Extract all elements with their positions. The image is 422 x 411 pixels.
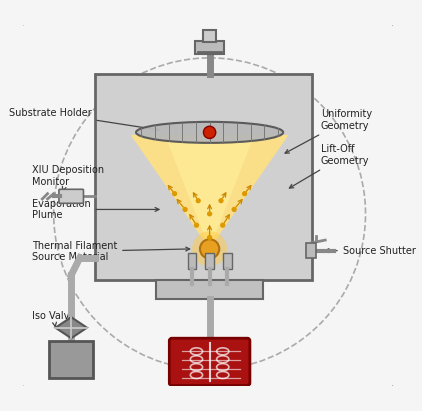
FancyBboxPatch shape bbox=[195, 41, 225, 53]
Circle shape bbox=[172, 191, 177, 196]
Text: Uniformity
Geometry: Uniformity Geometry bbox=[285, 109, 372, 153]
Text: Substrate Holder: Substrate Holder bbox=[8, 108, 159, 131]
Circle shape bbox=[194, 223, 199, 228]
Polygon shape bbox=[55, 317, 87, 338]
Text: Iso Valve: Iso Valve bbox=[32, 311, 75, 327]
Circle shape bbox=[207, 211, 212, 217]
Circle shape bbox=[218, 198, 224, 203]
Circle shape bbox=[195, 198, 201, 203]
Circle shape bbox=[192, 231, 227, 266]
FancyBboxPatch shape bbox=[95, 74, 312, 279]
FancyBboxPatch shape bbox=[203, 30, 216, 42]
Polygon shape bbox=[131, 135, 289, 249]
Text: Lift-Off
Geometry: Lift-Off Geometry bbox=[289, 144, 369, 188]
Text: Filament
Transformer: Filament Transformer bbox=[176, 356, 243, 378]
FancyBboxPatch shape bbox=[20, 23, 395, 388]
Circle shape bbox=[203, 126, 216, 139]
Circle shape bbox=[200, 239, 219, 259]
Ellipse shape bbox=[136, 122, 283, 143]
Text: Evaporation
Plume: Evaporation Plume bbox=[32, 199, 159, 220]
FancyBboxPatch shape bbox=[49, 341, 93, 378]
Circle shape bbox=[182, 207, 188, 212]
Text: XIU Deposition
Monitor: XIU Deposition Monitor bbox=[32, 165, 104, 191]
Text: Vac
Pump: Vac Pump bbox=[56, 349, 87, 371]
Circle shape bbox=[207, 235, 212, 240]
Polygon shape bbox=[166, 138, 253, 249]
FancyBboxPatch shape bbox=[306, 243, 316, 259]
FancyBboxPatch shape bbox=[59, 189, 84, 203]
Text: Source Shutter: Source Shutter bbox=[325, 246, 416, 256]
FancyBboxPatch shape bbox=[223, 253, 232, 269]
Circle shape bbox=[242, 191, 247, 196]
Circle shape bbox=[232, 207, 237, 212]
FancyBboxPatch shape bbox=[156, 279, 263, 299]
FancyBboxPatch shape bbox=[169, 338, 250, 386]
FancyBboxPatch shape bbox=[205, 253, 214, 269]
Text: Thermal Filament
Source Material: Thermal Filament Source Material bbox=[32, 241, 189, 262]
FancyBboxPatch shape bbox=[188, 253, 197, 269]
Circle shape bbox=[220, 223, 225, 228]
